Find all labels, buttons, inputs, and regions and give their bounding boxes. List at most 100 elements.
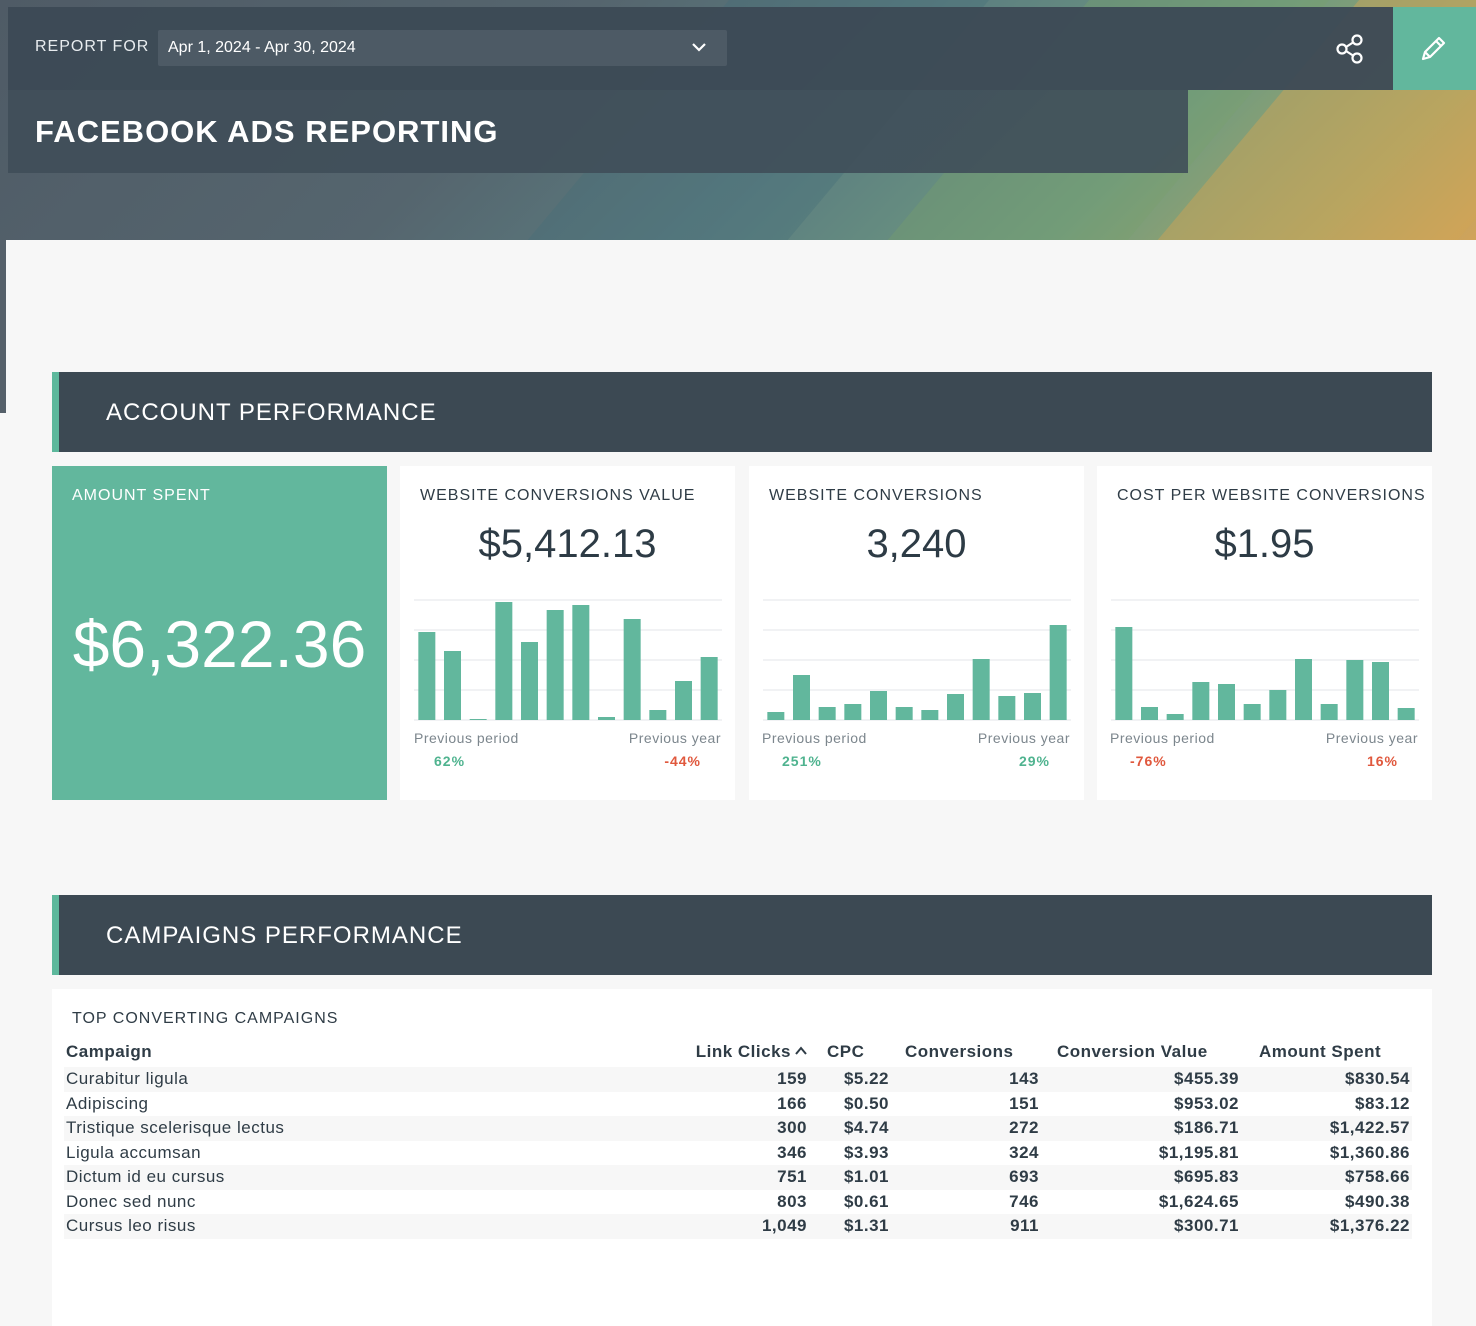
metric-cell: 346 xyxy=(777,1142,807,1162)
metric-cell: $1,624.65 xyxy=(1158,1191,1239,1211)
column-header-link-clicks[interactable]: Link Clicks xyxy=(674,1037,809,1067)
chart-bar[interactable] xyxy=(1141,707,1158,720)
column-header-conversions[interactable]: Conversions xyxy=(905,1042,1014,1061)
chart-bar[interactable] xyxy=(1115,627,1133,720)
share-icon[interactable] xyxy=(1333,32,1367,66)
kpi-sparkbar-chart xyxy=(414,599,722,721)
table-row[interactable]: Donec sed nunc 803 $0.61 746 $1,624.65 $490.3… xyxy=(64,1190,1412,1215)
chart-bar[interactable] xyxy=(1243,704,1261,720)
chart-bar[interactable] xyxy=(1192,682,1210,720)
chart-bar[interactable] xyxy=(649,710,667,720)
date-range-select[interactable]: Apr 1, 2024 - Apr 30, 2024 xyxy=(158,30,727,66)
column-header-conversion-value[interactable]: Conversion Value xyxy=(1057,1042,1208,1061)
metric-cell: 151 xyxy=(1009,1093,1039,1113)
chart-bar[interactable] xyxy=(572,605,590,720)
chart-bar[interactable] xyxy=(598,717,615,720)
campaign-name-cell: Curabitur ligula xyxy=(64,1067,674,1092)
metric-cell: $1,195.81 xyxy=(1158,1142,1239,1162)
metric-cell: $0.50 xyxy=(843,1093,889,1113)
chart-bar[interactable] xyxy=(1346,660,1364,720)
chart-bar[interactable] xyxy=(1397,708,1415,720)
table-row[interactable]: Dictum id eu cursus 751 $1.01 693 $695.83 $75… xyxy=(64,1165,1412,1190)
kpi-card-website-conversions: WEBSITE CONVERSIONS 3,240 Previous perio… xyxy=(749,466,1084,800)
previous-period-label: Previous period xyxy=(414,730,519,746)
chart-bar[interactable] xyxy=(675,681,692,720)
chevron-up-icon xyxy=(795,1046,807,1055)
chart-bar[interactable] xyxy=(1269,690,1287,720)
chart-bar[interactable] xyxy=(1166,714,1184,720)
page-title: FACEBOOK ADS REPORTING xyxy=(35,114,499,149)
title-bar xyxy=(8,90,1188,173)
chart-bar[interactable] xyxy=(623,619,641,720)
chart-bar[interactable] xyxy=(1372,662,1389,720)
previous-year-label: Previous year xyxy=(977,730,1070,746)
chart-bar[interactable] xyxy=(818,707,836,720)
kpi-title: AMOUNT SPENT xyxy=(72,487,211,504)
metric-cell: $1.01 xyxy=(809,1165,891,1190)
chart-bar[interactable] xyxy=(1024,693,1041,720)
chart-bar[interactable] xyxy=(870,691,887,720)
table-row[interactable]: Cursus leo risus 1,049 $1.31 911 $300.71 $1,3… xyxy=(64,1214,1412,1239)
previous-period-change: 251% xyxy=(782,753,822,769)
metric-cell: $5.22 xyxy=(809,1067,891,1092)
metric-cell: $695.83 xyxy=(1041,1165,1241,1190)
chart-bar[interactable] xyxy=(521,642,538,720)
account-performance-header: ACCOUNT PERFORMANCE xyxy=(52,372,1432,452)
table-row[interactable]: Curabitur ligula 159 $5.22 143 $455.39 $830.5… xyxy=(64,1067,1412,1092)
campaign-name-cell: Dictum id eu cursus xyxy=(64,1165,674,1190)
chart-bar[interactable] xyxy=(844,704,862,720)
chart-bar[interactable] xyxy=(700,657,718,720)
campaigns-performance-header: CAMPAIGNS PERFORMANCE xyxy=(52,895,1432,975)
page-edge xyxy=(0,240,6,413)
chart-bar[interactable] xyxy=(895,707,913,720)
chart-bar[interactable] xyxy=(972,659,990,720)
edit-button[interactable] xyxy=(1393,7,1476,90)
chart-bar[interactable] xyxy=(1218,684,1235,720)
previous-year-label: Previous year xyxy=(1325,730,1418,746)
metric-cell: $490.38 xyxy=(1345,1191,1410,1211)
table-row[interactable]: Ligula accumsan 346 $3.93 324 $1,195.81 $1,36… xyxy=(64,1141,1412,1166)
campaign-name-cell: Ligula accumsan xyxy=(66,1142,202,1162)
chart-bar[interactable] xyxy=(418,632,436,720)
chart-bar[interactable] xyxy=(546,610,564,720)
metric-cell: 324 xyxy=(1009,1142,1039,1162)
metric-cell: 143 xyxy=(891,1067,1041,1092)
metric-cell: 1,049 xyxy=(674,1214,809,1239)
column-header-campaign[interactable]: Campaign xyxy=(66,1042,153,1061)
kpi-card-cost-per-conversion: COST PER WEBSITE CONVERSIONS $1.95 Previ… xyxy=(1097,466,1432,800)
table-row[interactable]: Tristique scelerisque lectus 300 $4.74 272 $… xyxy=(64,1116,1412,1141)
chart-bar[interactable] xyxy=(1049,625,1067,720)
previous-period-label: Previous period xyxy=(1110,730,1215,746)
column-header-amount-spent[interactable]: Amount Spent xyxy=(1259,1042,1382,1061)
metric-cell: $830.54 xyxy=(1241,1067,1412,1092)
previous-year-label: Previous year xyxy=(628,730,721,746)
pencil-icon xyxy=(1421,36,1446,61)
table-title: TOP CONVERTING CAMPAIGNS xyxy=(72,1010,339,1027)
chart-bar[interactable] xyxy=(947,694,964,720)
table-row[interactable]: Adipiscing 166 $0.50 151 $953.02 $83.12 xyxy=(64,1092,1412,1117)
metric-cell: $758.66 xyxy=(1241,1165,1412,1190)
chart-bar[interactable] xyxy=(1295,659,1312,720)
chart-bar[interactable] xyxy=(444,651,461,720)
chart-bar[interactable] xyxy=(793,675,810,720)
kpi-title: WEBSITE CONVERSIONS xyxy=(769,487,983,504)
metric-cell: 746 xyxy=(1009,1191,1039,1211)
chart-bar[interactable] xyxy=(767,712,785,720)
table-header-row: Campaign Link Clicks CPC Conversions Con… xyxy=(64,1037,1412,1067)
metric-cell: 166 xyxy=(777,1093,807,1113)
metric-cell: $83.12 xyxy=(1355,1093,1410,1113)
column-header-cpc[interactable]: CPC xyxy=(827,1042,865,1061)
chart-bar[interactable] xyxy=(1320,704,1338,720)
campaign-name-cell: Tristique scelerisque lectus xyxy=(64,1116,674,1141)
kpi-card-amount-spent: AMOUNT SPENT $6,322.36 xyxy=(52,466,387,800)
chart-bar[interactable] xyxy=(921,710,939,720)
chart-bar[interactable] xyxy=(998,696,1016,720)
metric-cell: 751 xyxy=(674,1165,809,1190)
previous-year-change: -44% xyxy=(664,753,701,769)
metric-cell: $455.39 xyxy=(1041,1067,1241,1092)
metric-cell: $953.02 xyxy=(1174,1093,1239,1113)
chart-bar[interactable] xyxy=(469,719,487,720)
previous-period-change: -76% xyxy=(1130,753,1167,769)
chart-bar[interactable] xyxy=(495,602,513,720)
campaign-name-cell: Cursus leo risus xyxy=(64,1214,674,1239)
